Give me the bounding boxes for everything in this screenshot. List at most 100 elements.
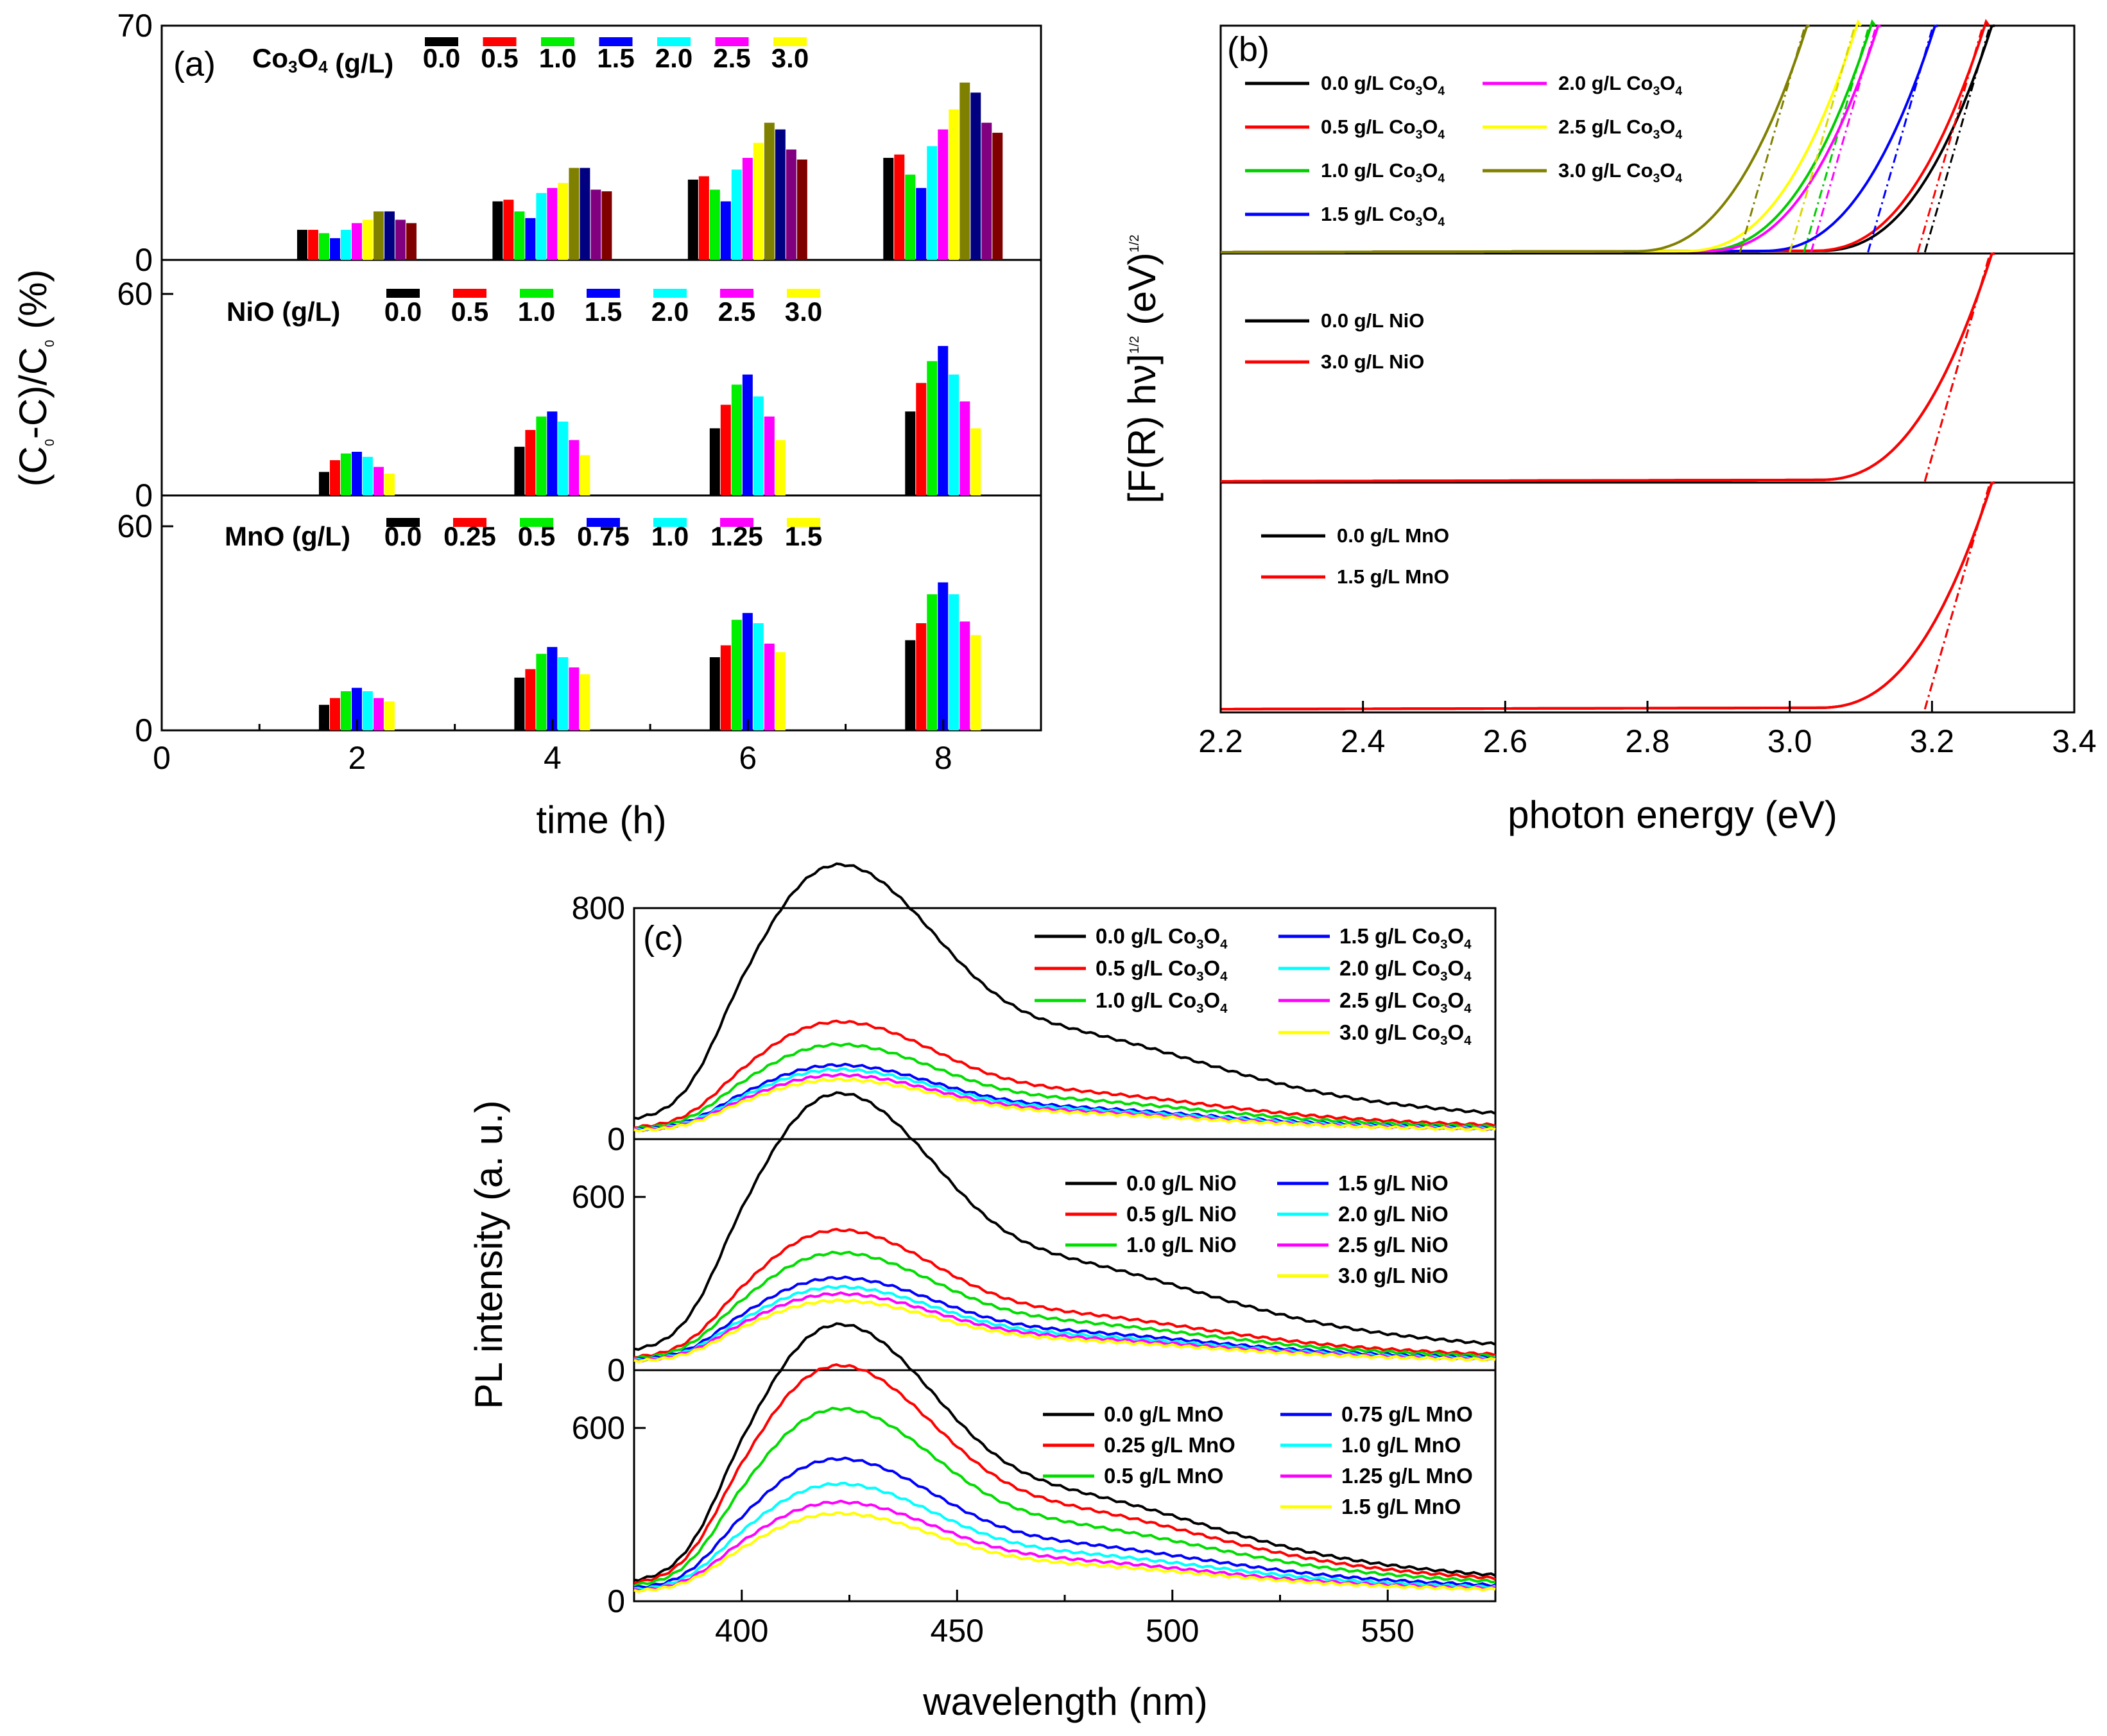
b-tangent-0-5: [1789, 29, 1855, 253]
panel-a-ylabel: (C0-C)/C0 (%): [12, 270, 57, 487]
a-ytick-label: 60: [117, 276, 153, 312]
bar-a2-t6-s0: [709, 657, 720, 730]
b-legend-label: 0.5 g/L Co3O4: [1321, 116, 1445, 142]
c-curve-1-2: [633, 1250, 1496, 1361]
b-xtick-label: 2.8: [1625, 723, 1670, 759]
c-legend-label: 0.0 g/L MnO: [1104, 1402, 1223, 1426]
bar-a0-t4-s1: [503, 200, 514, 260]
a-legend-swatch: [453, 518, 486, 527]
a-legend-label: 0.0: [423, 43, 460, 73]
bar-a0-t4-s9: [590, 189, 601, 260]
b-xtick-label: 2.4: [1341, 723, 1386, 759]
bar-a1-t8-s0: [905, 411, 916, 495]
b-tangent-2-1: [1923, 486, 1990, 710]
a-legend-swatch: [483, 37, 517, 46]
bar-a1-t6-s1: [720, 404, 731, 495]
bar-a0-t2-s6: [362, 219, 373, 260]
a-xtick-label: 0: [153, 740, 171, 776]
panel-c-axes: 0 800 0 600 0 600 400 450 500 550: [572, 890, 1497, 1649]
c-ytick-label: 600: [572, 1179, 625, 1215]
bar-a1-t6-s0: [709, 428, 720, 495]
bar-a1-t4-s2: [536, 417, 547, 495]
c-legend-label: 3.0 g/L Co3O4: [1339, 1020, 1472, 1048]
bar-a0-t8-s9: [981, 123, 992, 260]
bar-a0-t2-s10: [406, 223, 417, 260]
a-ytick-label: 0: [135, 477, 153, 513]
bar-a2-t6-s3: [742, 613, 753, 730]
bar-a2-t2-s2: [340, 691, 351, 730]
bar-a0-t6-s2: [709, 189, 720, 260]
bar-a2-t8-s1: [916, 623, 927, 730]
bar-a2-t2-s5: [373, 698, 384, 730]
a-legend-swatch: [653, 518, 687, 527]
b-legend-label: 2.0 g/L Co3O4: [1558, 72, 1682, 98]
c-curve-0-6: [633, 1077, 1496, 1133]
a-ytick-label: 60: [117, 508, 153, 544]
b-tangent-0-4: [1810, 29, 1877, 253]
a-xtick-label: 2: [348, 740, 366, 776]
c-xtick-label: 550: [1361, 1613, 1415, 1649]
c-legend-label: 0.5 g/L NiO: [1126, 1202, 1237, 1226]
bar-a1-t8-s3: [938, 346, 949, 495]
bar-a1-t8-s2: [927, 361, 938, 495]
bar-a0-t2-s4: [340, 230, 351, 260]
bar-a1-t4-s1: [525, 429, 536, 495]
bar-a2-t2-s0: [318, 705, 329, 730]
a-legend-label: 2.5: [713, 43, 750, 73]
bar-a0-t4-s2: [514, 211, 525, 260]
bar-a0-t6-s3: [720, 201, 731, 260]
a-legend-label: 1.0: [539, 43, 576, 73]
bar-a2-t6-s2: [731, 619, 742, 730]
c-legend-label: 1.5 g/L NiO: [1338, 1171, 1449, 1195]
b-curve-0-4: [1221, 24, 1881, 254]
c-curve-1-1: [633, 1228, 1496, 1359]
panel-c-legends: 0.0 g/L Co3O4 0.5 g/L Co3O4 1.0 g/L Co3O4 1…: [1035, 924, 1473, 1518]
c-curve-0-1: [633, 1019, 1496, 1130]
bar-a1-t4-s0: [514, 447, 525, 495]
panel-a-bars: [297, 82, 1003, 730]
b-legend-label: 3.0 g/L NiO: [1321, 350, 1424, 373]
panel-a-legends: Co3O4 (g/L) 0.0 0.5 1.0 1.5 2.0 2.5 3.0 NiO (g/L…: [225, 37, 822, 551]
bar-a0-t6-s4: [731, 169, 742, 260]
c-ytick-label: 0: [607, 1121, 625, 1157]
a-ytick-label: 0: [135, 242, 153, 278]
bar-a0-t8-s10: [992, 132, 1003, 260]
panel-b-xlabel: photon energy (eV): [1508, 793, 1837, 836]
bar-a0-t4-s4: [536, 193, 547, 260]
bar-a1-t4-s5: [569, 440, 580, 495]
b-curve-2-1: [1221, 481, 1995, 710]
c-ytick-label: 600: [572, 1410, 625, 1446]
bar-a0-t4-s5: [547, 187, 558, 260]
bar-a1-t2-s0: [318, 472, 329, 495]
panel-a-tag: (a): [173, 45, 216, 83]
c-legend-label: 2.0 g/L Co3O4: [1339, 956, 1472, 984]
a-legend-label: 3.0: [785, 296, 822, 327]
a-legend-label: 1.0: [518, 296, 555, 327]
bar-a1-t2-s2: [340, 453, 351, 495]
bar-a1-t6-s3: [742, 374, 753, 495]
panel-c-tag: (c): [643, 919, 684, 958]
bar-a1-t8-s6: [970, 428, 981, 495]
a-legend-swatch: [520, 518, 553, 527]
a-legend-label: 0.75: [577, 521, 630, 551]
bar-a1-t2-s5: [373, 467, 384, 495]
b-tangent-0-6: [1739, 29, 1805, 253]
a-legend-label: 1.25: [710, 521, 763, 551]
panel-c: (c) 0 800 0 600 0 600 400 450 500 550 0.0 g/L Co3…: [467, 862, 1497, 1723]
bar-a0-t2-s5: [351, 223, 362, 260]
a-legend-label: 0.25: [443, 521, 496, 551]
a-legend-swatch: [657, 37, 691, 46]
a-legend-label: 0.5: [451, 296, 488, 327]
a-legend-label: 2.5: [718, 296, 755, 327]
c-legend-label: 1.0 g/L NiO: [1126, 1233, 1237, 1257]
a-legend-swatch: [453, 289, 486, 298]
panel-b-tag: (b): [1227, 30, 1269, 69]
bar-a0-t4-s10: [601, 191, 612, 260]
c-legend-label: 1.0 g/L MnO: [1341, 1433, 1461, 1457]
a-legend-swatch: [520, 289, 553, 298]
b-legend-label: 0.0 g/L NiO: [1321, 309, 1424, 332]
b-xtick-label: 3.2: [1910, 723, 1955, 759]
b-legend-label: 3.0 g/L Co3O4: [1558, 159, 1682, 185]
b-legend-label: 1.5 g/L Co3O4: [1321, 203, 1445, 229]
